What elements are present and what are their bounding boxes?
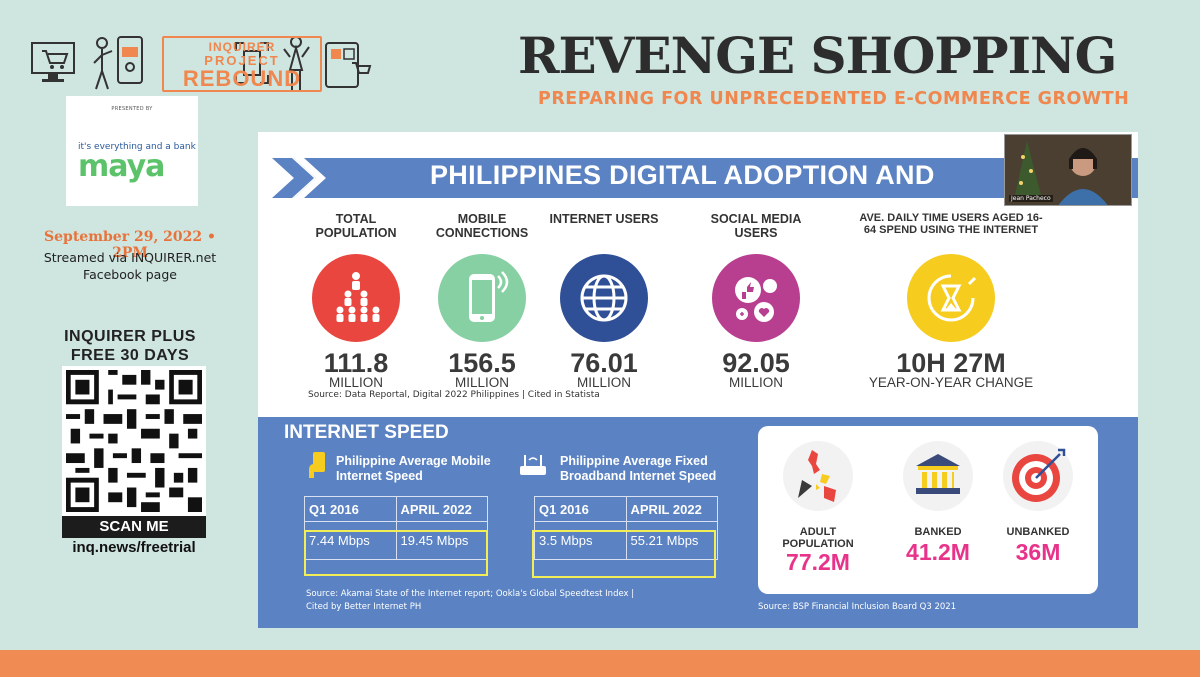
stat-mobile-connections: MOBILE CONNECTIONS 156.5 MILLION [422, 212, 542, 390]
stat-value: 111.8 [323, 348, 389, 378]
fixed-speed-heading: Philippine Average Fixed Broadband Inter… [560, 454, 716, 484]
financial-inclusion-card: ADULT POPULATION 77.2M BANKED 41.2M UNBA… [758, 426, 1098, 594]
sponsor-tagline: it's everything and a bank [78, 142, 196, 152]
slide-banner [272, 158, 1138, 198]
free-trial-link[interactable]: inq.news/freetrial [72, 539, 196, 556]
fixed-col-q1-2016: Q1 2016 [534, 496, 627, 522]
fin-label-line-1: ADULT [799, 526, 837, 538]
qr-code[interactable] [62, 366, 206, 516]
stat-unit: MILLION [728, 375, 783, 390]
mobile-heading-line-1: Philippine Average Mobile [336, 454, 491, 468]
stat-value: 10H 27M [896, 348, 1006, 378]
scan-me-label: SCAN ME [62, 516, 206, 538]
shopper-phone-icon [93, 36, 143, 90]
presentation-slide: PHILIPPINES DIGITAL ADOPTION AND Jean Pa… [258, 132, 1138, 628]
fin-unbanked: UNBANKED 36M [988, 526, 1088, 564]
stream-line-2: Facebook page [83, 267, 177, 282]
sponsor-presented-by: PRESENTED BY [111, 106, 153, 112]
logo-line-1: INQUIRER [208, 40, 276, 54]
scan-frame-icon [235, 42, 269, 84]
fin-banked: BANKED 41.2M [888, 526, 988, 564]
speed-source: Source: Akamai State of the Internet rep… [306, 588, 634, 614]
phone-hand-icon [309, 452, 325, 478]
mobile-speed-table: Q1 2016 APRIL 2022 7.44 Mbps 19.45 Mbps [304, 496, 488, 560]
fin-label-line-1: BANKED [914, 526, 962, 538]
logo-line-3: REBOUND [182, 66, 302, 91]
stat-label: MOBILE CONNECTIONS [435, 212, 529, 240]
stat-internet-users: INTERNET USERS 76.01 MILLION [544, 212, 664, 390]
fixed-col-april-2022: APRIL 2022 [625, 496, 718, 522]
internet-speed-title: INTERNET SPEED [284, 422, 449, 443]
fin-value: 77.2M [786, 549, 850, 575]
slide-title: PHILIPPINES DIGITAL ADOPTION AND [430, 160, 935, 190]
qr-code-icon [66, 370, 202, 512]
stat-label: INTERNET USERS [549, 212, 659, 226]
fixed-speed-table: Q1 2016 APRIL 2022 3.5 Mbps 55.21 Mbps [534, 496, 718, 560]
stat-daily-internet-time: AVE. DAILY TIME USERS AGED 16-64 SPEND U… [858, 212, 1044, 390]
header-illustrations [30, 32, 372, 94]
stat-label: AVE. DAILY TIME USERS AGED 16-64 SPEND U… [859, 212, 1043, 236]
sponsor-card: PRESENTED BY it's everything and a bank … [66, 96, 198, 206]
philippines-map-icon [783, 441, 853, 511]
fixed-val-april-2022: 55.21 Mbps [625, 521, 718, 560]
hourglass-icon [907, 254, 995, 342]
finance-source: Source: BSP Financial Inclusion Board Q3… [758, 602, 957, 612]
mobile-highlight-box [304, 530, 488, 576]
fixed-val-q1-2016: 3.5 Mbps [534, 521, 627, 560]
stat-total-population: TOTAL POPULATION 111.8 MILLION [296, 212, 416, 390]
router-icon [520, 455, 546, 475]
bottom-accent-bar [0, 650, 1200, 677]
stat-unit: YEAR-ON-YEAR CHANGE [868, 375, 1034, 390]
stats-source: Source: Data Reportal, Digital 2022 Phil… [308, 390, 600, 400]
fixed-heading-line-1: Philippine Average Fixed [560, 454, 708, 468]
stream-info: Streamed via INQUIRER.net Facebook page [30, 249, 230, 283]
stat-label: TOTAL POPULATION [315, 212, 397, 240]
mobile-phone-icon [438, 254, 526, 342]
mobile-col-q1-2016: Q1 2016 [304, 496, 397, 522]
bank-icon [903, 441, 973, 511]
fin-label-line-1: UNBANKED [1006, 526, 1070, 538]
fin-value: 36M [1015, 539, 1061, 565]
speed-source-line-1: Source: Akamai State of the Internet rep… [306, 589, 635, 599]
mobile-speed-heading: Philippine Average Mobile Internet Speed [336, 454, 491, 484]
stat-value: 76.01 [570, 348, 638, 378]
logo-line-2: PROJECT [204, 53, 280, 68]
fin-value: 41.2M [906, 539, 970, 565]
presenter-video[interactable]: Jean Pacheco [1004, 134, 1132, 206]
stat-value: 156.5 [448, 348, 516, 378]
stat-unit: MILLION [576, 375, 631, 390]
fin-label-line-2: POPULATION [782, 538, 854, 550]
stat-unit: MILLION [328, 375, 383, 390]
mobile-val-april-2022: 19.45 Mbps [395, 521, 488, 560]
mobile-val-q1-2016: 7.44 Mbps [304, 521, 397, 560]
promo-line-1: INQUIRER PLUS [64, 328, 196, 345]
event-date: September 29, 2022 • 2PM [44, 229, 216, 261]
computer-cart-icon [31, 42, 75, 82]
stat-unit: MILLION [454, 375, 509, 390]
mobile-heading-line-2: Internet Speed [336, 469, 423, 483]
page-subtitle: PREPARING FOR UNPRECEDENTED E-COMMERCE G… [538, 89, 1130, 109]
presenter-name: Jean Pacheco [1009, 195, 1053, 202]
page-title: REVENGE SHOPPING [518, 26, 1117, 85]
social-media-icon [712, 254, 800, 342]
shopping-tablet-icon [325, 42, 372, 88]
stream-line-1: Streamed via INQUIRER.net [43, 250, 217, 265]
presenter-video-icon [1005, 135, 1131, 205]
mobile-col-april-2022: APRIL 2022 [395, 496, 488, 522]
fixed-highlight-box [532, 530, 716, 578]
project-rebound-logo: INQUIRER PROJECT REBOUND [162, 36, 322, 92]
target-icon [1003, 441, 1073, 511]
population-icon [312, 254, 400, 342]
sponsor-brand: maya [78, 149, 165, 184]
stat-social-media-users: SOCIAL MEDIA USERS 92.05 MILLION [696, 212, 816, 390]
stat-label: SOCIAL MEDIA USERS [710, 212, 802, 240]
stat-value: 92.05 [722, 348, 790, 378]
globe-icon [560, 254, 648, 342]
fixed-heading-line-2: Broadband Internet Speed [560, 469, 717, 483]
speed-source-line-2: Cited by Better Internet PH [306, 602, 422, 612]
fin-adult-population: ADULT POPULATION 77.2M [768, 526, 868, 574]
promo-heading: INQUIRER PLUS FREE 30 DAYS [30, 327, 230, 365]
promo-line-2: FREE 30 DAYS [70, 347, 190, 364]
